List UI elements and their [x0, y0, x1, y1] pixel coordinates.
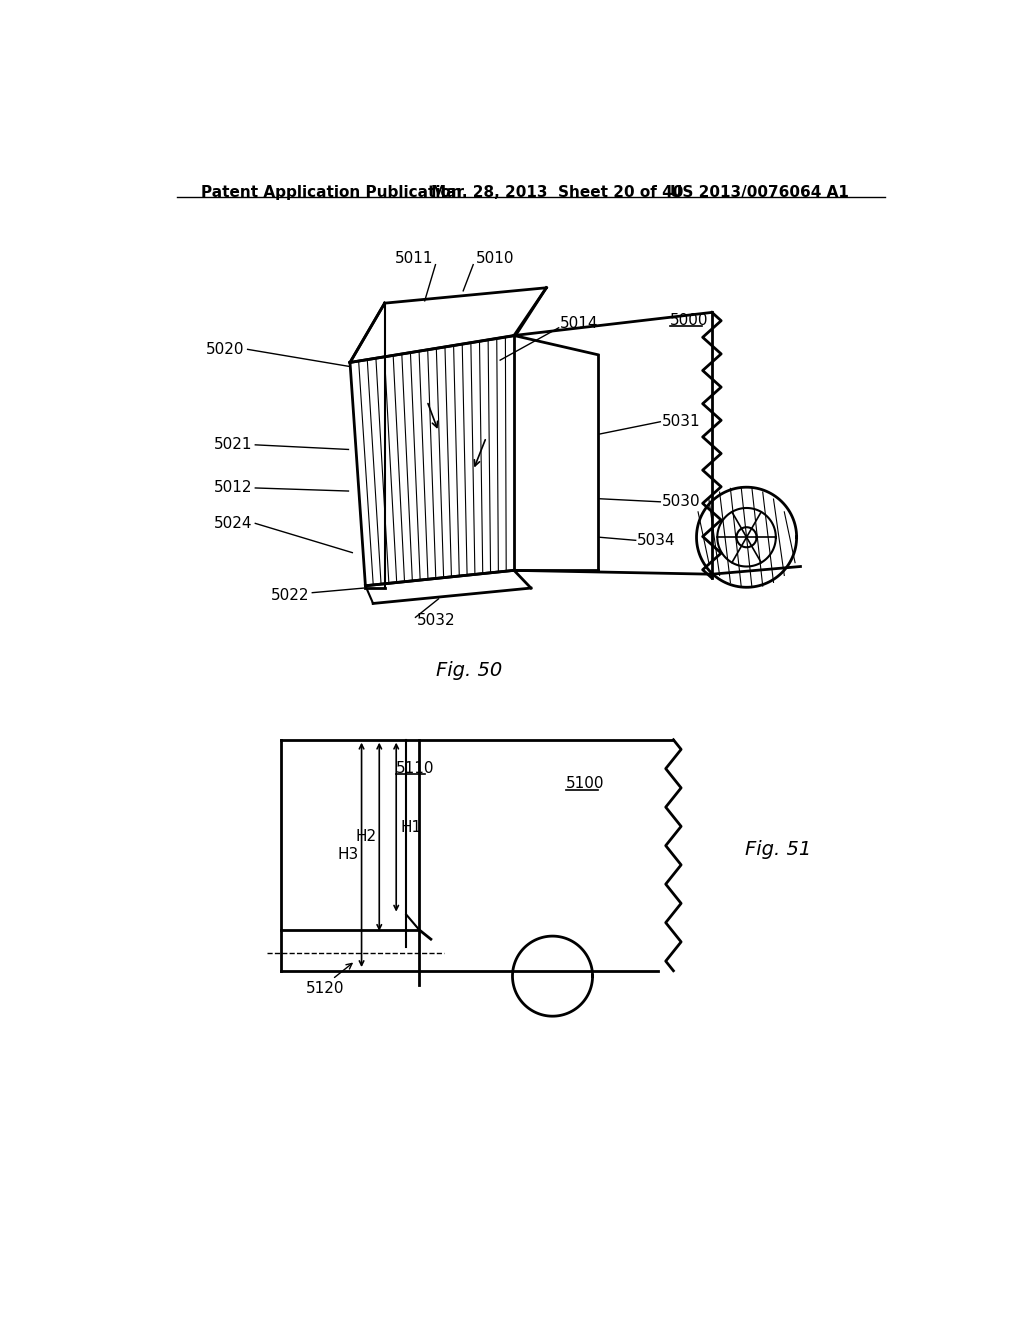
Text: Patent Application Publication: Patent Application Publication: [202, 185, 462, 201]
Text: US 2013/0076064 A1: US 2013/0076064 A1: [670, 185, 849, 201]
Text: H1: H1: [400, 820, 421, 834]
Text: 5000: 5000: [670, 313, 708, 327]
Text: 5031: 5031: [662, 414, 700, 429]
Text: 5010: 5010: [475, 251, 514, 267]
Text: 5022: 5022: [270, 589, 309, 603]
Text: 5030: 5030: [662, 494, 700, 510]
Text: 5021: 5021: [214, 437, 252, 453]
Text: 5110: 5110: [396, 760, 435, 776]
Text: H2: H2: [355, 829, 376, 845]
Text: 5034: 5034: [637, 533, 676, 548]
Text: 5024: 5024: [214, 516, 252, 531]
Text: Fig. 50: Fig. 50: [436, 661, 503, 680]
Text: 5011: 5011: [394, 251, 433, 267]
Text: 5100: 5100: [565, 776, 604, 791]
Text: 5120: 5120: [306, 981, 345, 997]
Text: 5032: 5032: [417, 612, 456, 628]
Text: 5020: 5020: [206, 342, 245, 356]
Text: Mar. 28, 2013  Sheet 20 of 40: Mar. 28, 2013 Sheet 20 of 40: [431, 185, 683, 201]
Text: H3: H3: [337, 847, 358, 862]
Text: 5014: 5014: [560, 317, 599, 331]
Text: Fig. 51: Fig. 51: [745, 841, 811, 859]
Text: 5012: 5012: [214, 480, 252, 495]
